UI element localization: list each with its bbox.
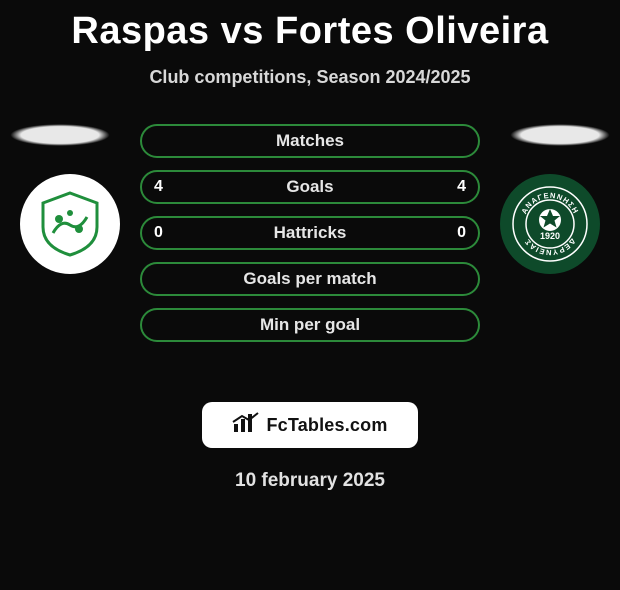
stat-row-min-per-goal: Min per goal — [140, 308, 480, 342]
stat-label: Hattricks — [274, 223, 347, 243]
stat-right-value: 4 — [457, 178, 466, 196]
brand-link[interactable]: FcTables.com — [202, 402, 418, 448]
page-title: Raspas vs Fortes Oliveira — [0, 10, 620, 53]
stat-row-matches: Matches — [140, 124, 480, 158]
club-badge-left — [20, 174, 120, 274]
stat-label: Matches — [276, 131, 344, 151]
stat-row-hattricks: 0 Hattricks 0 — [140, 216, 480, 250]
date-text: 10 february 2025 — [0, 470, 620, 492]
comparison-arena: ΑΝΑΓΕΝΝΗΣΗ ΔΕΡΥΝΕΙΑΣ 1920 Matches 4 Goal… — [0, 124, 620, 384]
stat-label: Goals — [286, 177, 333, 197]
crest-right-year: 1920 — [540, 231, 560, 241]
subtitle: Club competitions, Season 2024/2025 — [0, 67, 620, 88]
stat-row-goals: 4 Goals 4 — [140, 170, 480, 204]
club-badge-right: ΑΝΑΓΕΝΝΗΣΗ ΔΕΡΥΝΕΙΑΣ 1920 — [500, 174, 600, 274]
vs-word: vs — [221, 10, 264, 52]
bar-chart-icon — [232, 412, 260, 439]
stat-rows: Matches 4 Goals 4 0 Hattricks 0 Goals pe… — [140, 124, 480, 354]
stat-left-value: 0 — [154, 224, 163, 242]
stat-right-value: 0 — [457, 224, 466, 242]
brand-text: FcTables.com — [266, 415, 387, 436]
stat-label: Goals per match — [243, 269, 376, 289]
player2-name: Fortes Oliveira — [275, 10, 549, 52]
stat-row-goals-per-match: Goals per match — [140, 262, 480, 296]
stat-label: Min per goal — [260, 315, 360, 335]
club-crest-right-icon: ΑΝΑΓΕΝΝΗΣΗ ΔΕΡΥΝΕΙΑΣ 1920 — [511, 185, 589, 263]
stat-left-value: 4 — [154, 178, 163, 196]
club-crest-left-icon — [35, 189, 105, 259]
avatar-shadow-left — [10, 124, 110, 146]
player1-name: Raspas — [71, 10, 209, 52]
avatar-shadow-right — [510, 124, 610, 146]
